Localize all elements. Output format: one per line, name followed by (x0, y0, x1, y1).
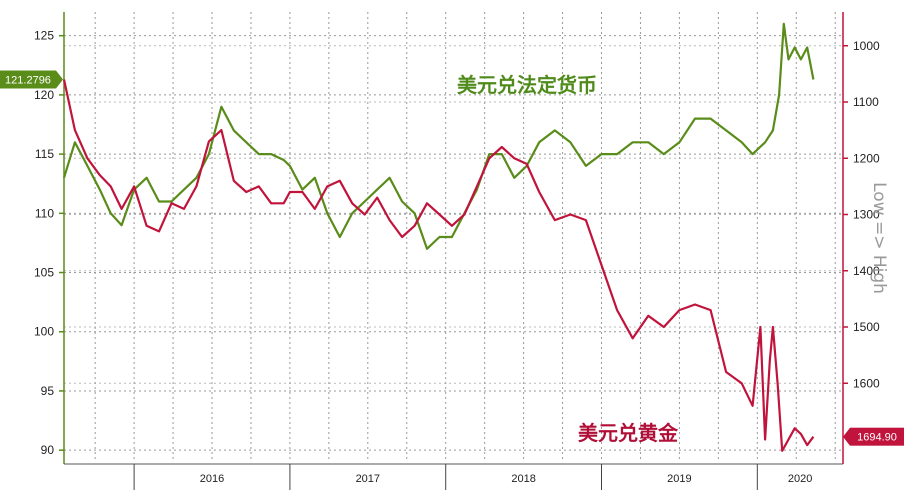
series-label-usd-fiat: 美元兑法定货币 (457, 73, 597, 97)
left-axis-ticks: 125 120 115 110 105 100 95 90 (34, 29, 64, 457)
right-tick-label: 1400 (853, 264, 880, 278)
right-tick-label: 1600 (853, 376, 880, 390)
grid (64, 12, 843, 462)
right-tick-label: 1500 (853, 320, 880, 334)
last-value-badge-green (0, 70, 56, 89)
right-tick-label: 1300 (853, 208, 880, 222)
x-tick-label: 2019 (667, 473, 691, 485)
last-value-badge-red (850, 427, 904, 446)
right-axis-label: Low => High (869, 182, 889, 294)
left-tick-label: 105 (34, 266, 54, 280)
last-value-red: 1694.90 (857, 432, 897, 444)
left-tick-label: 120 (34, 88, 54, 102)
right-tick-label: 1200 (853, 151, 880, 165)
series-label-usd-gold: 美元兑黄金 (578, 421, 679, 445)
x-tick-label: 2016 (200, 473, 224, 485)
x-axis-ticks: 2016 2017 2018 2019 2020 (133, 464, 812, 490)
left-tick-label: 90 (41, 443, 55, 457)
left-tick-label: 95 (41, 384, 55, 398)
right-axis-ticks: 1000 1100 1200 1300 1400 1500 1600 Low => High (843, 39, 889, 390)
x-tick-label: 2017 (356, 473, 380, 485)
series-lines (62, 22, 815, 452)
last-value-badge-green-arrow (56, 70, 63, 89)
last-value-badge-red-arrow (843, 427, 850, 446)
axes (63, 12, 844, 465)
value-badges: 121.2796 1694.90 (0, 70, 904, 446)
series-line-0 (62, 22, 815, 250)
left-tick-label: 110 (35, 206, 54, 220)
x-tick-label: 2020 (788, 473, 812, 485)
left-tick-label: 125 (34, 29, 54, 43)
last-value-green: 121.2796 (5, 75, 51, 87)
left-tick-label: 115 (35, 147, 54, 161)
left-tick-label: 100 (34, 325, 54, 339)
right-tick-label: 1100 (853, 95, 879, 109)
series-line-1 (62, 79, 815, 452)
x-tick-label: 2018 (511, 473, 535, 485)
right-tick-label: 1000 (853, 39, 880, 53)
